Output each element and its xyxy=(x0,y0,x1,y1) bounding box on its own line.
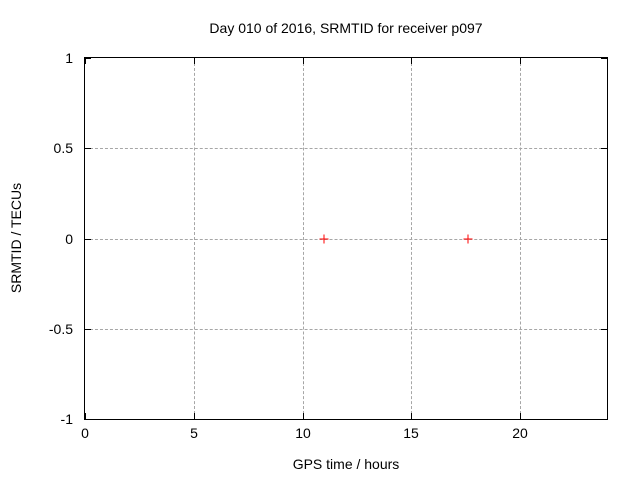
y-tick-mark-left xyxy=(85,329,91,330)
x-tick-mark-bottom xyxy=(85,413,86,419)
x-tick-mark-bottom xyxy=(411,413,412,419)
y-tick-mark-left xyxy=(85,239,91,240)
y-gridline xyxy=(85,239,607,240)
x-tick-mark-bottom xyxy=(303,413,304,419)
y-tick-mark-right xyxy=(601,419,607,420)
x-axis-label: GPS time / hours xyxy=(292,456,400,472)
x-gridline xyxy=(520,58,521,419)
y-tick-mark-right xyxy=(601,239,607,240)
chart-title: Day 010 of 2016, SRMTID for receiver p09… xyxy=(209,20,483,36)
x-gridline xyxy=(411,58,412,419)
y-tick-label: 0.5 xyxy=(53,140,73,156)
x-tick-label: 5 xyxy=(190,425,198,441)
data-point-plus-icon xyxy=(319,234,329,243)
x-tick-label: 0 xyxy=(81,425,89,441)
x-tick-mark-top xyxy=(194,58,195,64)
x-tick-label: 10 xyxy=(295,425,311,441)
y-tick-label: -1 xyxy=(60,411,73,427)
data-point-plus-icon xyxy=(463,234,473,243)
x-gridline xyxy=(303,58,304,419)
plot-area: 0 5 10 15 20 -1 -0.5 0 0.5 1 xyxy=(49,50,608,441)
y-tick-mark-left xyxy=(85,148,91,149)
x-tick-mark-top xyxy=(520,58,521,64)
y-gridline xyxy=(85,329,607,330)
y-tick-label: 1 xyxy=(65,50,73,66)
x-tick-label: 15 xyxy=(403,425,419,441)
plus-icon-vertical-bar xyxy=(323,234,325,243)
x-tick-label: 20 xyxy=(512,425,528,441)
x-tick-mark-bottom xyxy=(520,413,521,419)
y-tick-label: 0 xyxy=(65,231,73,247)
x-tick-mark-top xyxy=(303,58,304,64)
y-tick-mark-left xyxy=(85,58,91,59)
x-tick-mark-top xyxy=(411,58,412,64)
x-gridline xyxy=(194,58,195,419)
y-tick-mark-left xyxy=(85,419,91,420)
y-tick-label: -0.5 xyxy=(48,321,73,337)
y-tick-mark-right xyxy=(601,58,607,59)
x-tick-mark-bottom xyxy=(194,413,195,419)
y-tick-mark-right xyxy=(601,329,607,330)
y-tick-mark-right xyxy=(601,148,607,149)
plus-icon-vertical-bar xyxy=(467,234,469,243)
y-gridline xyxy=(85,148,607,149)
x-tick-mark-top xyxy=(85,58,86,64)
